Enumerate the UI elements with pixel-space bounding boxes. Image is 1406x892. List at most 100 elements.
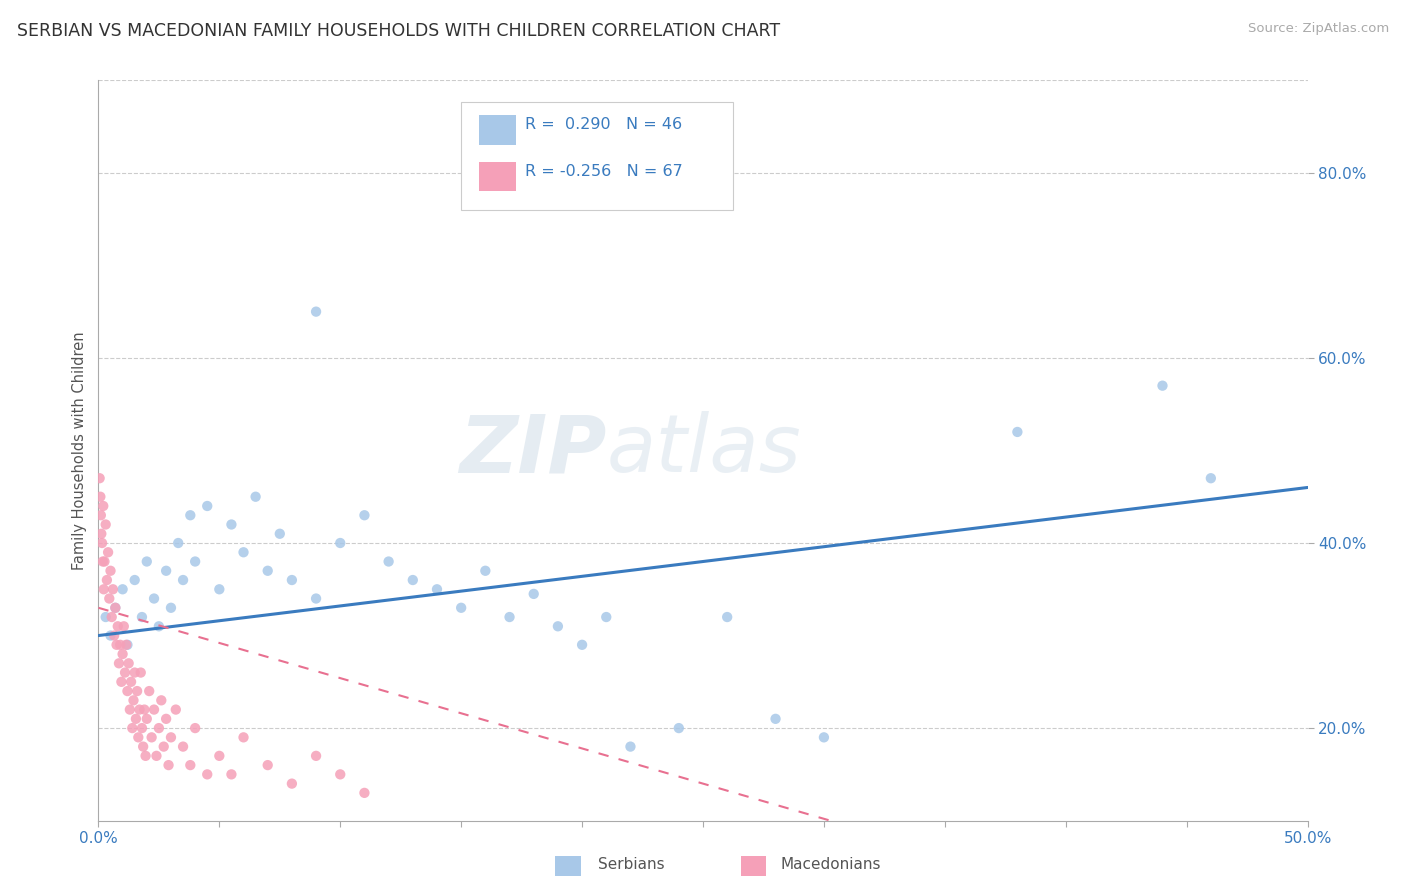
Bar xyxy=(479,115,516,145)
Point xyxy=(498,610,520,624)
Point xyxy=(93,582,115,597)
Point xyxy=(160,731,183,745)
Point xyxy=(668,721,690,735)
Point xyxy=(105,638,128,652)
Point xyxy=(124,665,146,680)
Point xyxy=(90,508,112,523)
Point xyxy=(128,703,150,717)
Point xyxy=(245,490,267,504)
Point xyxy=(118,657,141,671)
Point xyxy=(108,657,131,671)
Point xyxy=(117,684,139,698)
Point xyxy=(89,471,111,485)
Point xyxy=(131,721,153,735)
Point xyxy=(281,573,304,587)
Point xyxy=(1199,471,1222,485)
Point xyxy=(96,573,118,587)
Point xyxy=(100,629,122,643)
Point xyxy=(329,536,352,550)
Point xyxy=(523,587,546,601)
Point xyxy=(114,665,136,680)
Point xyxy=(98,591,121,606)
Point xyxy=(135,554,157,569)
Point xyxy=(256,758,278,772)
Point xyxy=(155,564,177,578)
Point xyxy=(127,731,149,745)
Point xyxy=(100,564,122,578)
Point xyxy=(89,490,111,504)
Point xyxy=(152,739,174,754)
Point xyxy=(353,508,375,523)
Point xyxy=(93,554,115,569)
Point xyxy=(450,600,472,615)
Point xyxy=(94,517,117,532)
Point xyxy=(716,610,738,624)
Point xyxy=(160,600,183,615)
Point xyxy=(232,545,254,559)
Point xyxy=(281,776,304,791)
Point xyxy=(122,693,145,707)
Point xyxy=(179,508,201,523)
Point xyxy=(127,684,149,698)
Point xyxy=(135,748,157,763)
Point xyxy=(1152,378,1174,392)
Text: R =  0.290   N = 46: R = 0.290 N = 46 xyxy=(526,118,682,132)
Point xyxy=(135,712,157,726)
Text: Source: ZipAtlas.com: Source: ZipAtlas.com xyxy=(1249,22,1389,36)
Point xyxy=(377,554,399,569)
Point xyxy=(150,693,173,707)
Point xyxy=(184,554,207,569)
Point xyxy=(120,674,142,689)
Point xyxy=(141,731,163,745)
Bar xyxy=(479,161,516,191)
Text: Macedonians: Macedonians xyxy=(780,857,880,872)
Text: atlas: atlas xyxy=(606,411,801,490)
Point xyxy=(111,647,134,661)
Point xyxy=(148,619,170,633)
Point xyxy=(571,638,593,652)
Point xyxy=(125,712,148,726)
Point xyxy=(184,721,207,735)
Point xyxy=(90,526,112,541)
Point xyxy=(145,748,167,763)
Point xyxy=(221,517,243,532)
Point xyxy=(103,629,125,643)
Text: Serbians: Serbians xyxy=(598,857,664,872)
Point xyxy=(100,610,122,624)
Point xyxy=(129,665,152,680)
Point xyxy=(91,499,114,513)
Point xyxy=(148,721,170,735)
Point xyxy=(426,582,449,597)
Point xyxy=(138,684,160,698)
Point xyxy=(132,739,155,754)
Point xyxy=(305,591,328,606)
Point xyxy=(134,703,156,717)
Point xyxy=(208,748,231,763)
Point xyxy=(91,554,114,569)
Point xyxy=(118,703,141,717)
Point xyxy=(107,619,129,633)
Point xyxy=(131,610,153,624)
Point xyxy=(165,703,187,717)
Point xyxy=(117,638,139,652)
Point xyxy=(232,731,254,745)
Point xyxy=(765,712,787,726)
Point xyxy=(353,786,375,800)
FancyBboxPatch shape xyxy=(461,103,734,210)
Point xyxy=(110,674,132,689)
Point xyxy=(547,619,569,633)
Point xyxy=(305,304,328,318)
Point xyxy=(172,573,194,587)
Point xyxy=(143,591,166,606)
Point xyxy=(474,564,496,578)
Point xyxy=(256,564,278,578)
Point xyxy=(195,767,218,781)
Point xyxy=(305,748,328,763)
Point xyxy=(619,739,641,754)
Text: ZIP: ZIP xyxy=(458,411,606,490)
Point xyxy=(1007,425,1029,439)
Point xyxy=(121,721,143,735)
Point xyxy=(195,499,218,513)
Point xyxy=(221,767,243,781)
Point xyxy=(101,582,124,597)
